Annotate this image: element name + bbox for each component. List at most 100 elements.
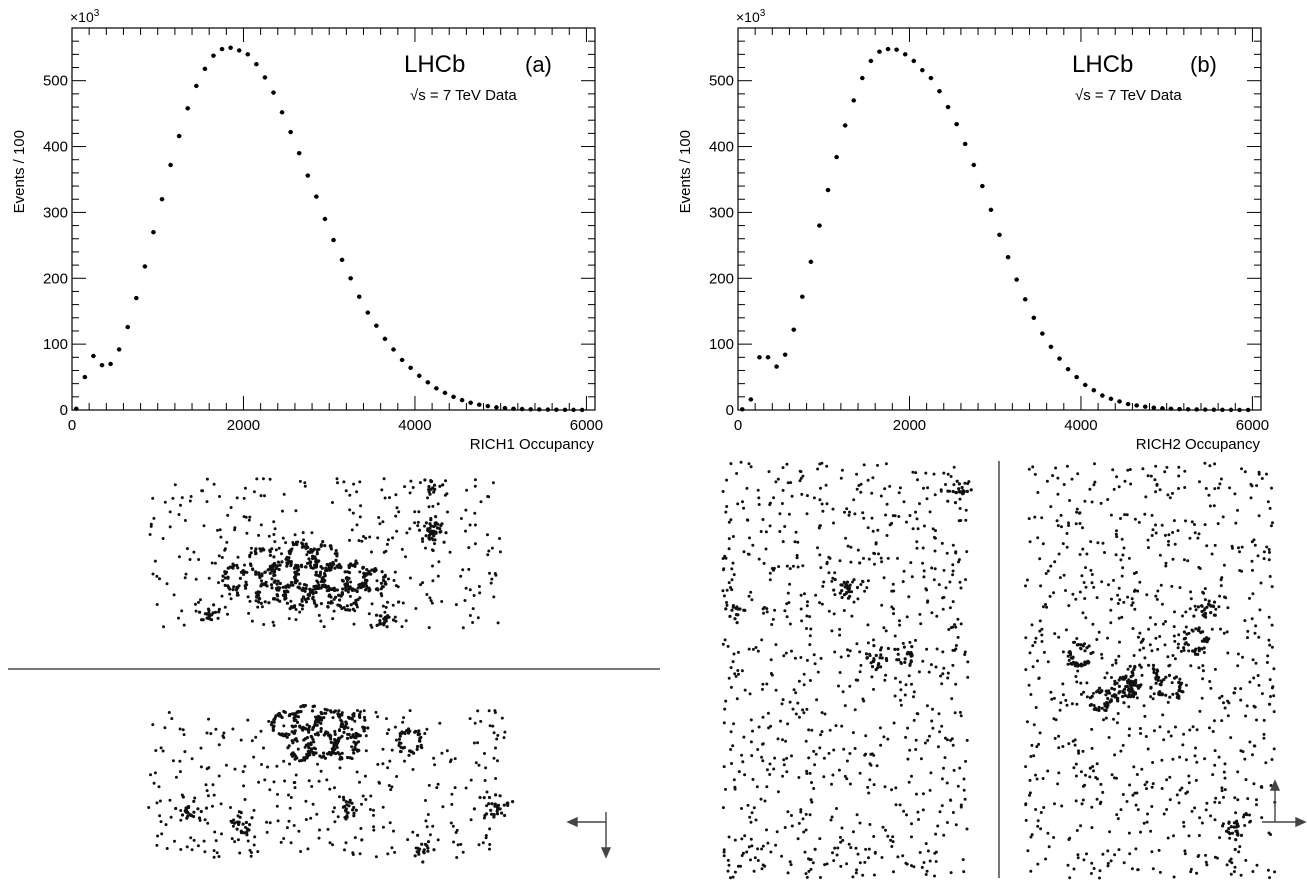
- photon-hit: [1149, 474, 1153, 478]
- photon-hit: [242, 784, 246, 788]
- data-point: [1100, 393, 1105, 398]
- photon-hit: [469, 778, 473, 782]
- photon-hit: [304, 818, 308, 821]
- photon-hit: [741, 851, 745, 855]
- photon-hit: [294, 563, 298, 568]
- photon-hit: [1251, 568, 1254, 572]
- data-point: [1057, 356, 1062, 361]
- photon-hit: [358, 852, 362, 856]
- photon-hit: [1084, 773, 1087, 777]
- photon-hit: [1226, 606, 1230, 610]
- photon-hit: [1075, 829, 1079, 832]
- data-point: [997, 232, 1002, 238]
- photon-hit: [878, 726, 882, 730]
- photon-hit: [359, 827, 363, 830]
- photon-hit: [1103, 708, 1107, 712]
- photon-hit: [1115, 535, 1119, 539]
- photon-hit: [172, 593, 176, 597]
- photon-hit: [839, 840, 843, 844]
- data-point: [817, 223, 822, 228]
- photon-hit: [743, 834, 747, 838]
- photon-hit: [263, 600, 267, 604]
- photon-hit: [358, 570, 362, 574]
- photon-hit: [386, 852, 390, 856]
- photon-hit: [828, 728, 832, 732]
- photon-hit: [282, 724, 286, 728]
- photon-hit: [806, 600, 809, 604]
- photon-hit: [224, 763, 228, 767]
- photon-hit: [1250, 559, 1254, 563]
- photon-hit: [1211, 604, 1215, 608]
- photon-hit: [348, 538, 351, 542]
- photon-hit: [746, 803, 750, 807]
- photon-hit: [903, 660, 907, 665]
- photon-hit: [1118, 640, 1121, 644]
- photon-hit: [819, 656, 823, 660]
- photon-hit: [904, 735, 908, 739]
- data-point: [945, 104, 951, 110]
- photon-hit: [825, 562, 829, 566]
- photon-hit: [261, 547, 265, 551]
- photon-hit: [434, 515, 438, 519]
- photon-hit: [1064, 589, 1067, 592]
- photon-hit: [428, 522, 432, 526]
- photon-hit: [1201, 669, 1205, 673]
- photon-hit: [898, 803, 902, 807]
- photon-hit: [1150, 850, 1154, 854]
- photon-hit: [1031, 465, 1035, 469]
- photon-hit: [969, 488, 973, 492]
- photon-hit: [373, 567, 377, 571]
- photon-hit: [922, 569, 926, 573]
- photon-hit: [225, 540, 229, 544]
- photon-hit: [333, 786, 336, 790]
- photon-hit: [1154, 636, 1158, 640]
- photon-hit: [933, 874, 936, 878]
- photon-hit: [799, 656, 803, 659]
- photon-hit: [1240, 545, 1244, 549]
- photon-hit: [1056, 476, 1060, 480]
- photon-hit: [483, 779, 487, 782]
- photon-hit: [1272, 667, 1276, 671]
- photon-hit: [940, 724, 944, 728]
- photon-hit: [805, 769, 809, 773]
- photon-hit: [252, 755, 256, 759]
- photon-hit: [370, 550, 373, 554]
- photon-hit: [317, 779, 321, 783]
- photon-hit: [339, 718, 343, 722]
- photon-hit: [864, 752, 868, 756]
- photon-hit: [473, 484, 477, 488]
- photon-hit: [289, 583, 294, 587]
- photon-hit: [778, 512, 782, 516]
- photon-hit: [1269, 695, 1272, 698]
- photon-hit: [432, 531, 437, 535]
- photon-hit: [1025, 578, 1029, 582]
- photon-hit: [1146, 747, 1150, 751]
- photon-hit: [807, 869, 811, 873]
- photon-hit: [436, 838, 440, 842]
- photon-hit: [369, 623, 373, 627]
- photon-hit: [908, 663, 912, 668]
- photon-hit: [966, 660, 970, 664]
- photon-hit: [438, 484, 442, 488]
- photon-hit: [472, 807, 476, 811]
- photon-hit: [1119, 558, 1123, 562]
- photon-hit: [213, 830, 217, 834]
- photon-hit: [786, 871, 790, 875]
- photon-hit: [1100, 656, 1104, 660]
- photon-hit: [374, 613, 379, 617]
- photon-hit: [735, 621, 739, 625]
- photon-hit: [242, 496, 246, 500]
- photon-hit: [1113, 682, 1117, 686]
- data-point: [245, 52, 250, 57]
- photon-hit: [242, 831, 246, 835]
- photon-hit: [1064, 628, 1068, 632]
- photon-hit: [432, 534, 436, 538]
- photon-hit: [788, 700, 792, 704]
- photon-hit: [1103, 676, 1107, 680]
- photon-hit: [942, 766, 945, 770]
- photon-hit: [1106, 849, 1110, 853]
- photon-hit: [727, 676, 731, 680]
- photon-hit: [290, 730, 294, 734]
- photon-hit: [440, 600, 444, 603]
- photon-hit: [353, 563, 357, 567]
